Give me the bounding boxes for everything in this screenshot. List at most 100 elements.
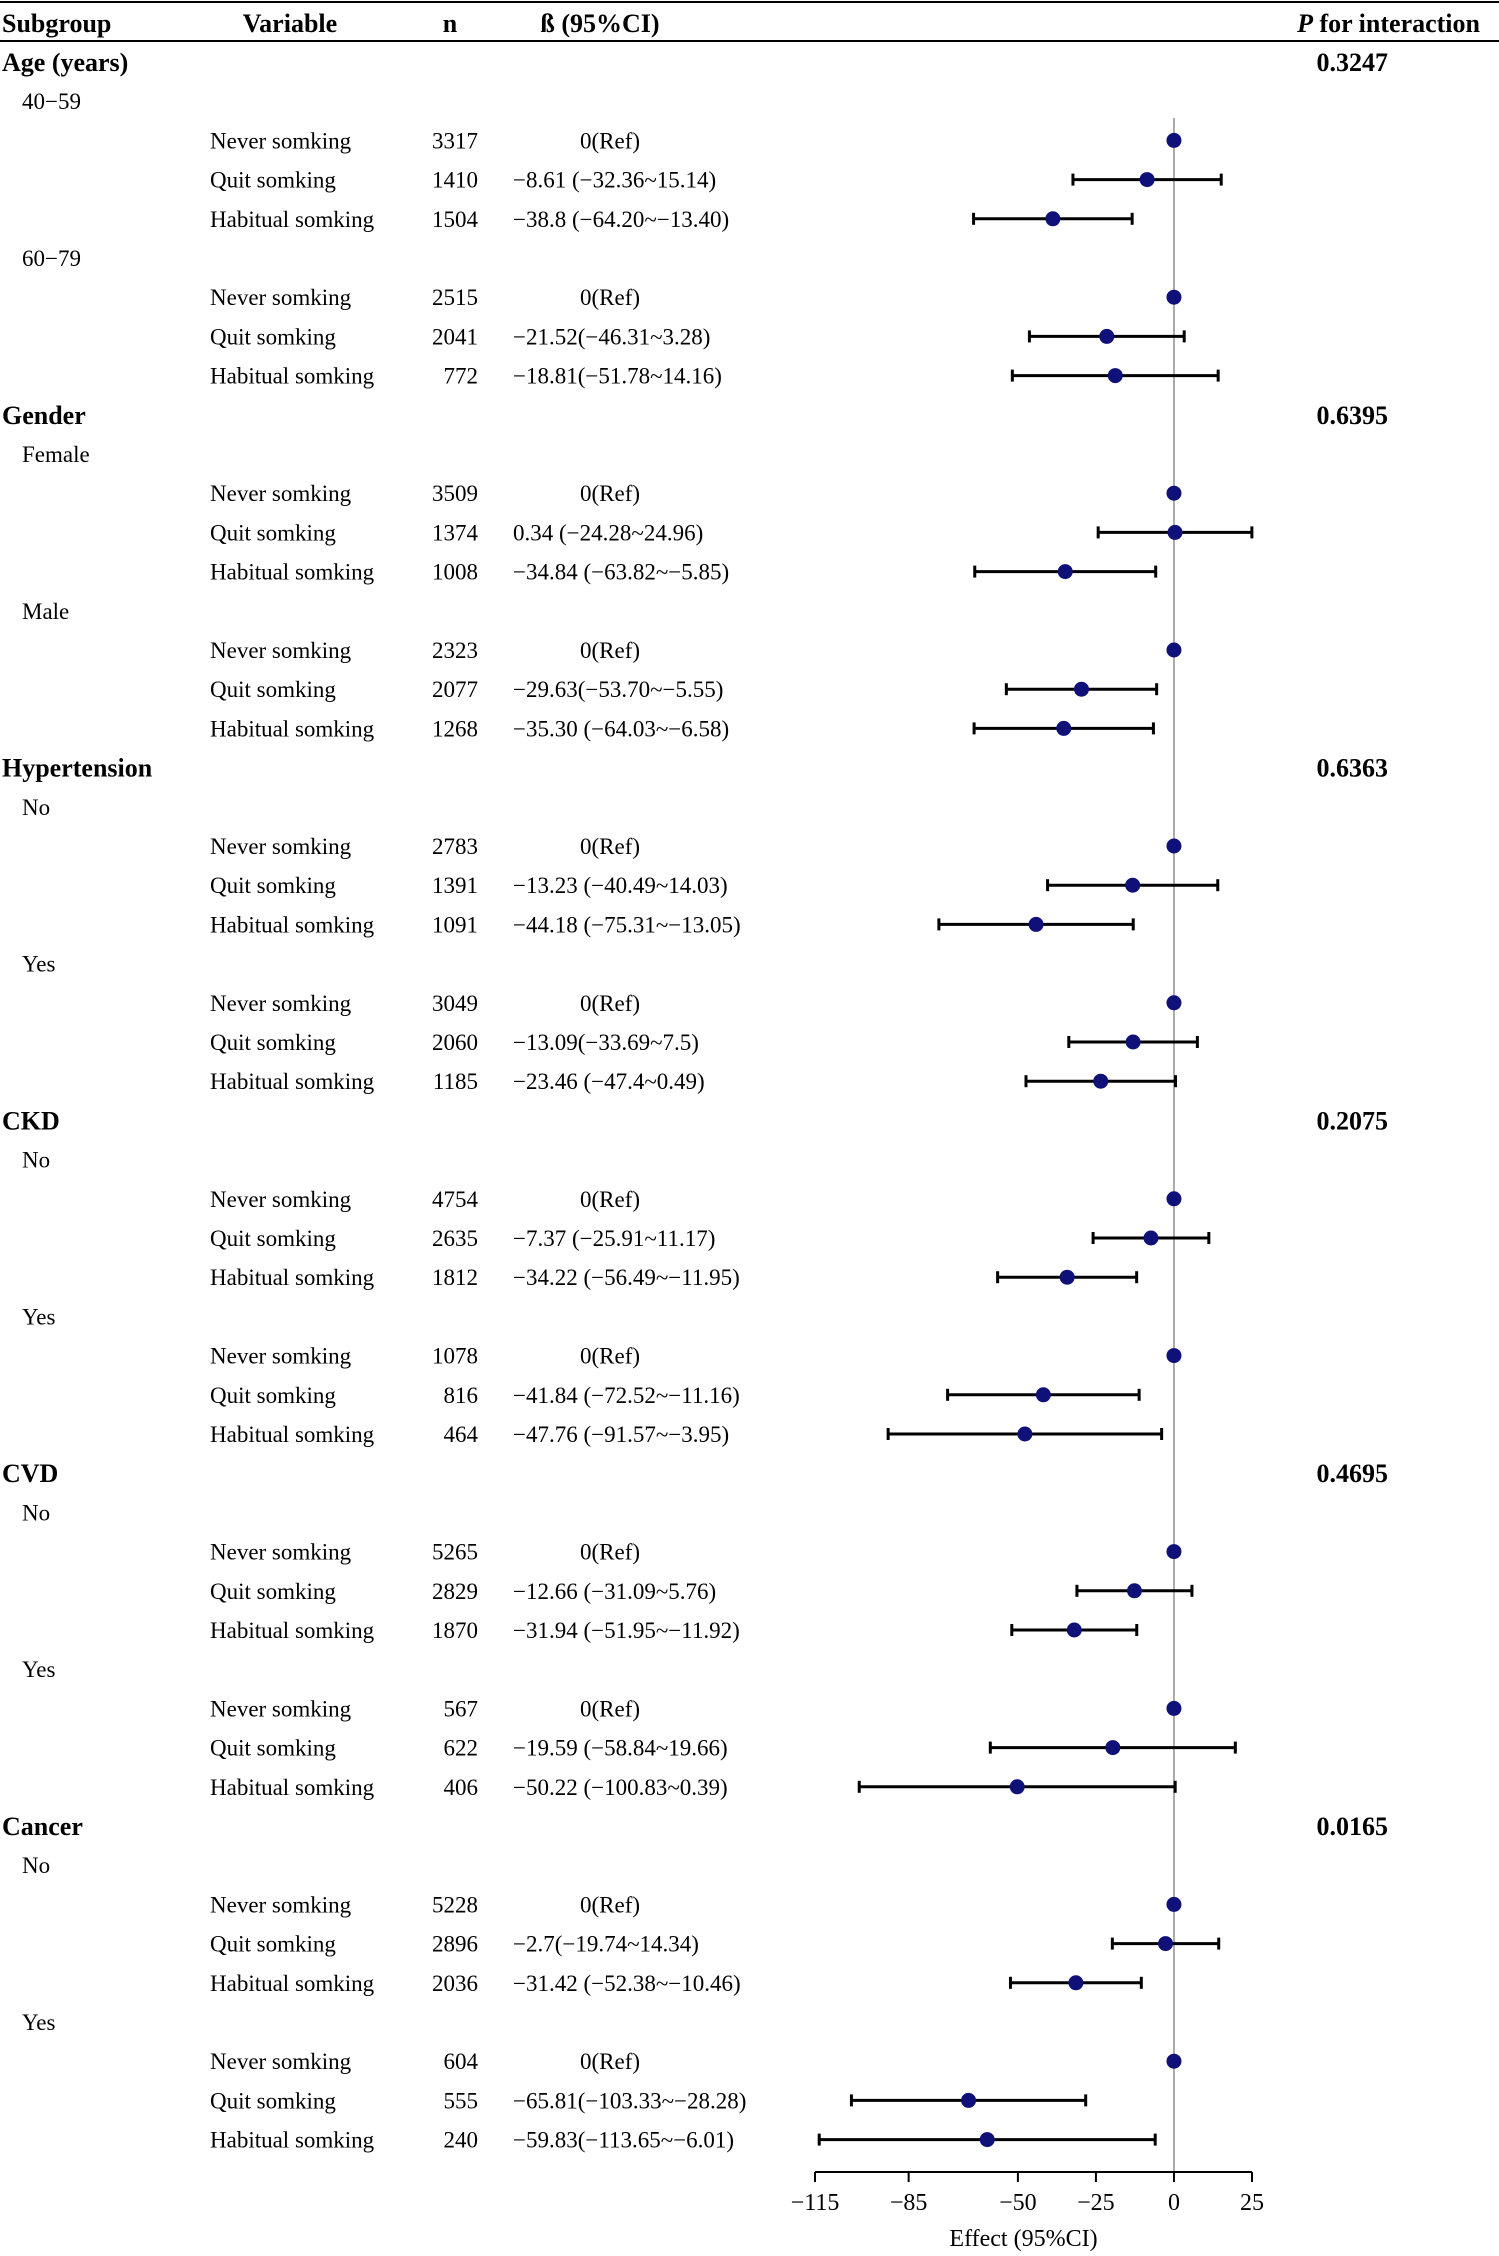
beta-ci-text: 0(Ref) — [580, 638, 640, 663]
point-estimate — [1166, 995, 1182, 1011]
n-value: 2323 — [432, 638, 478, 663]
n-value: 1374 — [432, 520, 479, 545]
point-estimate — [1028, 916, 1044, 932]
point-estimate — [1017, 1426, 1033, 1442]
point-estimate — [1167, 524, 1183, 540]
n-value: 1504 — [432, 207, 479, 232]
n-value: 567 — [444, 1696, 479, 1721]
beta-ci-text: 0(Ref) — [580, 834, 640, 859]
n-value: 1391 — [432, 873, 478, 898]
level-label: 60−79 — [22, 246, 81, 271]
variable-label: Never somking — [210, 1696, 352, 1721]
variable-label: Quit somking — [210, 1383, 336, 1408]
beta-ci-text: −19.59 (−58.84~19.66) — [513, 1736, 728, 1761]
beta-ci-text: 0(Ref) — [580, 1696, 640, 1721]
n-value: 5265 — [432, 1540, 478, 1565]
beta-ci-text: −31.94 (−51.95~−11.92) — [513, 1618, 740, 1643]
beta-ci-text: 0(Ref) — [580, 1187, 640, 1212]
point-estimate — [979, 2132, 995, 2148]
variable-label: Habitual somking — [210, 912, 375, 937]
header-p-interaction: P for interaction — [1296, 9, 1480, 38]
n-value: 406 — [444, 1775, 479, 1800]
beta-ci-text: −38.8 (−64.20~−13.40) — [513, 207, 729, 232]
beta-ci-text: 0(Ref) — [580, 991, 640, 1016]
beta-ci-text: −34.22 (−56.49~−11.95) — [513, 1265, 740, 1290]
point-estimate — [1166, 1191, 1182, 1207]
variable-label: Quit somking — [210, 1932, 336, 1957]
beta-ci-text: 0(Ref) — [580, 285, 640, 310]
point-estimate — [1057, 564, 1073, 580]
beta-ci-text: −59.83(−113.65~−6.01) — [513, 2128, 734, 2153]
n-value: 1410 — [432, 168, 478, 193]
point-estimate — [1166, 1348, 1182, 1364]
n-value: 604 — [444, 2049, 479, 2074]
beta-ci-text: −29.63(−53.70~−5.55) — [513, 677, 723, 702]
group-label: Hypertension — [2, 754, 153, 783]
variable-label: Never somking — [210, 2049, 352, 2074]
variable-label: Habitual somking — [210, 2128, 375, 2153]
n-value: 2515 — [432, 285, 478, 310]
variable-label: Never somking — [210, 834, 352, 859]
point-estimate — [1166, 485, 1182, 501]
level-label: Male — [22, 599, 69, 624]
n-value: 555 — [444, 2088, 479, 2113]
point-estimate — [1166, 838, 1182, 854]
beta-ci-text: 0(Ref) — [580, 2049, 640, 2074]
point-estimate — [1045, 211, 1061, 227]
variable-label: Never somking — [210, 638, 352, 663]
variable-label: Habitual somking — [210, 1971, 375, 1996]
beta-ci-text: −50.22 (−100.83~0.39) — [513, 1775, 728, 1800]
n-value: 2036 — [432, 1971, 478, 1996]
beta-ci-text: 0.34 (−24.28~24.96) — [513, 520, 703, 545]
variable-label: Quit somking — [210, 677, 336, 702]
level-label: No — [22, 795, 50, 820]
variable-label: Quit somking — [210, 1579, 336, 1604]
beta-ci-text: −47.76 (−91.57~−3.95) — [513, 1422, 729, 1447]
level-label: No — [22, 1148, 50, 1173]
point-estimate — [1166, 2053, 1182, 2069]
point-estimate — [1068, 1975, 1084, 1991]
x-tick-label: −25 — [1077, 2190, 1115, 2216]
beta-ci-text: −65.81(−103.33~−28.28) — [513, 2088, 746, 2113]
n-value: 464 — [444, 1422, 479, 1447]
level-label: Yes — [22, 1657, 56, 1682]
beta-ci-text: 0(Ref) — [580, 1892, 640, 1917]
beta-ci-text: 0(Ref) — [580, 481, 640, 506]
point-estimate — [1066, 1622, 1082, 1638]
point-estimate — [1107, 368, 1123, 384]
variable-label: Quit somking — [210, 520, 336, 545]
group-label: CKD — [2, 1106, 60, 1135]
variable-label: Habitual somking — [210, 1069, 375, 1094]
forest-rows: Age (years) 0.3247 40−59 Never somking 3317 0… — [2, 48, 1388, 2172]
beta-ci-text: −18.81(−51.78~14.16) — [513, 364, 722, 389]
variable-label: Never somking — [210, 991, 352, 1016]
group-label: CVD — [2, 1459, 58, 1488]
point-estimate — [1166, 1700, 1182, 1716]
level-label: Yes — [22, 2010, 56, 2035]
p-interaction-value: 0.6395 — [1317, 401, 1389, 430]
beta-ci-text: −41.84 (−72.52~−11.16) — [513, 1383, 740, 1408]
level-label: No — [22, 1500, 50, 1525]
point-estimate — [1073, 681, 1089, 697]
point-estimate — [1143, 1230, 1159, 1246]
point-estimate — [1105, 1740, 1121, 1756]
point-estimate — [1126, 1583, 1142, 1599]
header-p-italic: P — [1296, 9, 1314, 38]
beta-ci-text: −8.61 (−32.36~15.14) — [513, 168, 716, 193]
beta-ci-text: −7.37 (−25.91~11.17) — [513, 1226, 715, 1251]
point-estimate — [1166, 642, 1182, 658]
variable-label: Habitual somking — [210, 716, 375, 741]
variable-label: Never somking — [210, 128, 352, 153]
beta-ci-text: 0(Ref) — [580, 128, 640, 153]
x-axis-title: Effect (95%CI) — [949, 2226, 1097, 2252]
level-label: Female — [22, 442, 90, 467]
beta-ci-text: 0(Ref) — [580, 1540, 640, 1565]
n-value: 2060 — [432, 1030, 478, 1055]
n-value: 2635 — [432, 1226, 478, 1251]
point-estimate — [961, 2092, 977, 2108]
n-value: 3509 — [432, 481, 478, 506]
variable-label: Habitual somking — [210, 560, 375, 585]
beta-ci-text: −34.84 (−63.82~−5.85) — [513, 560, 729, 585]
n-value: 5228 — [432, 1892, 478, 1917]
beta-ci-text: −23.46 (−47.4~0.49) — [513, 1069, 705, 1094]
